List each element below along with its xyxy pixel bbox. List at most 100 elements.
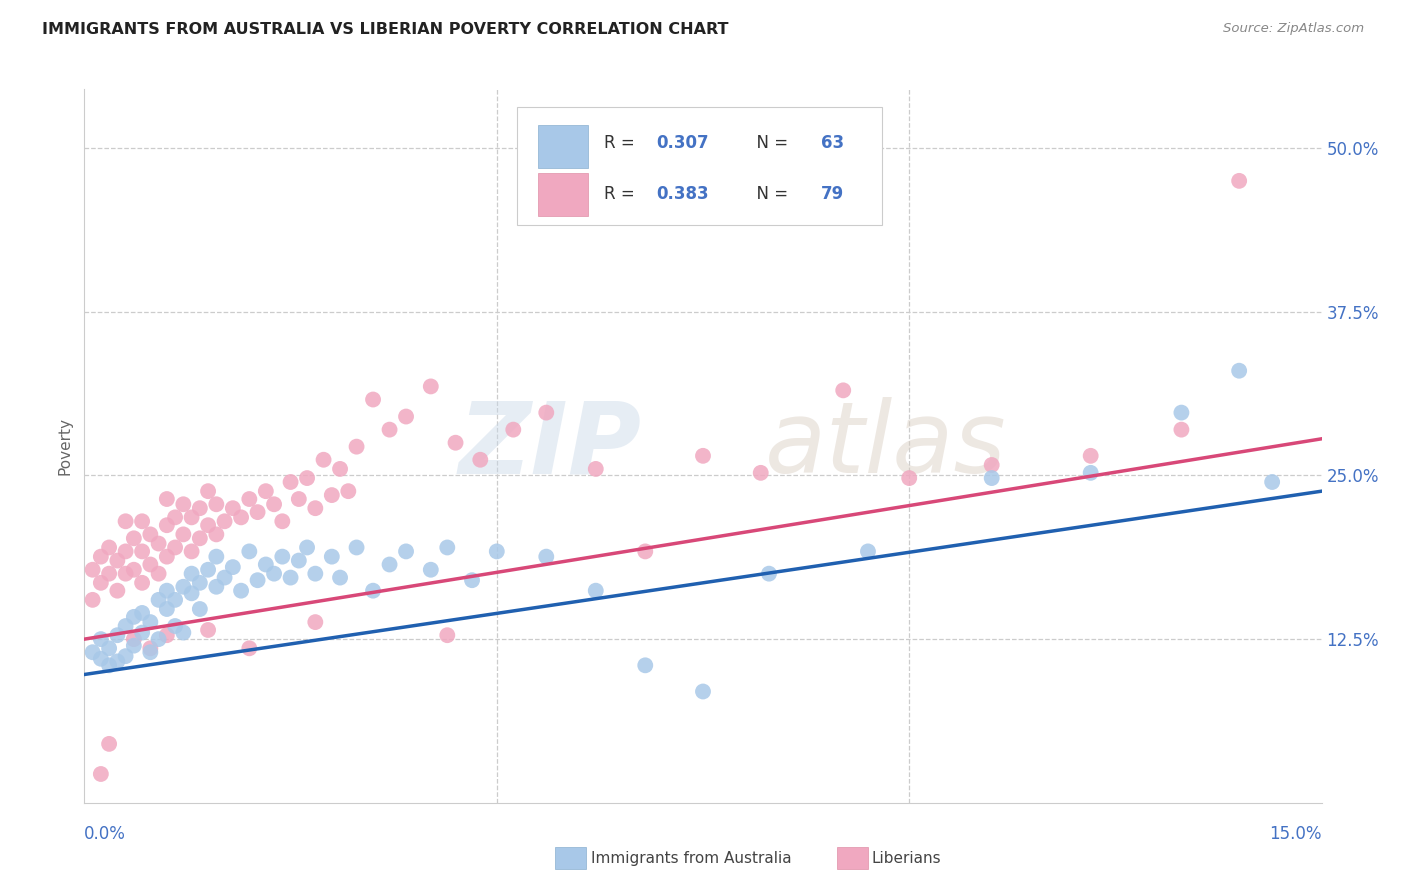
Point	[222, 560, 245, 574]
Point	[131, 544, 153, 558]
Point	[361, 392, 384, 407]
Point	[1080, 449, 1102, 463]
Point	[470, 452, 492, 467]
Point	[280, 475, 302, 489]
Point	[122, 639, 145, 653]
Point	[229, 510, 252, 524]
Point	[148, 536, 170, 550]
Point	[98, 737, 121, 751]
FancyBboxPatch shape	[538, 173, 588, 216]
Point	[165, 510, 187, 524]
Point	[105, 583, 128, 598]
Point	[346, 440, 368, 454]
Point	[188, 575, 211, 590]
Point	[114, 649, 136, 664]
Point	[295, 541, 318, 555]
Point	[536, 406, 558, 420]
Point	[329, 571, 352, 585]
Point	[898, 471, 921, 485]
Point	[856, 544, 879, 558]
Point	[172, 625, 194, 640]
Point	[197, 623, 219, 637]
Point	[197, 518, 219, 533]
Point	[114, 619, 136, 633]
Text: R =: R =	[605, 186, 640, 203]
Point	[180, 544, 202, 558]
Point	[82, 645, 104, 659]
Text: ZIP: ZIP	[458, 398, 641, 494]
Point	[1170, 406, 1192, 420]
Point	[114, 544, 136, 558]
Point	[131, 606, 153, 620]
Point	[321, 549, 343, 564]
Point	[98, 641, 121, 656]
Text: IMMIGRANTS FROM AUSTRALIA VS LIBERIAN POVERTY CORRELATION CHART: IMMIGRANTS FROM AUSTRALIA VS LIBERIAN PO…	[42, 22, 728, 37]
Point	[419, 563, 441, 577]
Point	[90, 549, 112, 564]
Point	[1227, 174, 1250, 188]
Point	[419, 379, 441, 393]
Point	[180, 566, 202, 581]
FancyBboxPatch shape	[517, 107, 883, 225]
Point	[395, 544, 418, 558]
Point	[263, 566, 285, 581]
Point	[205, 497, 228, 511]
Point	[188, 602, 211, 616]
Point	[280, 571, 302, 585]
Point	[114, 566, 136, 581]
Point	[634, 544, 657, 558]
Point	[156, 583, 179, 598]
Point	[536, 549, 558, 564]
Point	[1227, 364, 1250, 378]
Text: 0.383: 0.383	[657, 186, 709, 203]
Point	[139, 558, 162, 572]
Point	[172, 580, 194, 594]
Point	[395, 409, 418, 424]
Point	[197, 484, 219, 499]
Point	[156, 518, 179, 533]
Text: R =: R =	[605, 134, 640, 152]
Point	[246, 505, 269, 519]
Point	[304, 501, 326, 516]
Point	[172, 527, 194, 541]
Point	[502, 423, 524, 437]
Point	[288, 553, 311, 567]
Point	[254, 558, 277, 572]
Point	[304, 615, 326, 629]
Point	[139, 645, 162, 659]
Point	[246, 573, 269, 587]
Point	[90, 652, 112, 666]
Point	[436, 541, 458, 555]
Point	[304, 566, 326, 581]
Point	[832, 384, 855, 398]
Point	[156, 628, 179, 642]
Point	[271, 549, 294, 564]
Point	[188, 501, 211, 516]
Point	[122, 531, 145, 545]
Point	[337, 484, 360, 499]
Point	[82, 592, 104, 607]
Text: Liberians: Liberians	[872, 851, 942, 865]
Point	[980, 471, 1002, 485]
Text: 0.0%: 0.0%	[84, 825, 127, 843]
Point	[139, 527, 162, 541]
Point	[254, 484, 277, 499]
Point	[263, 497, 285, 511]
Point	[180, 510, 202, 524]
Y-axis label: Poverty: Poverty	[58, 417, 73, 475]
Point	[436, 628, 458, 642]
Point	[295, 471, 318, 485]
Point	[105, 553, 128, 567]
Point	[634, 658, 657, 673]
Point	[444, 435, 467, 450]
Point	[105, 654, 128, 668]
Point	[585, 583, 607, 598]
Point	[749, 466, 772, 480]
Point	[90, 767, 112, 781]
Point	[758, 566, 780, 581]
Point	[361, 583, 384, 598]
Point	[148, 592, 170, 607]
Point	[122, 610, 145, 624]
Point	[288, 491, 311, 506]
Point	[148, 632, 170, 647]
